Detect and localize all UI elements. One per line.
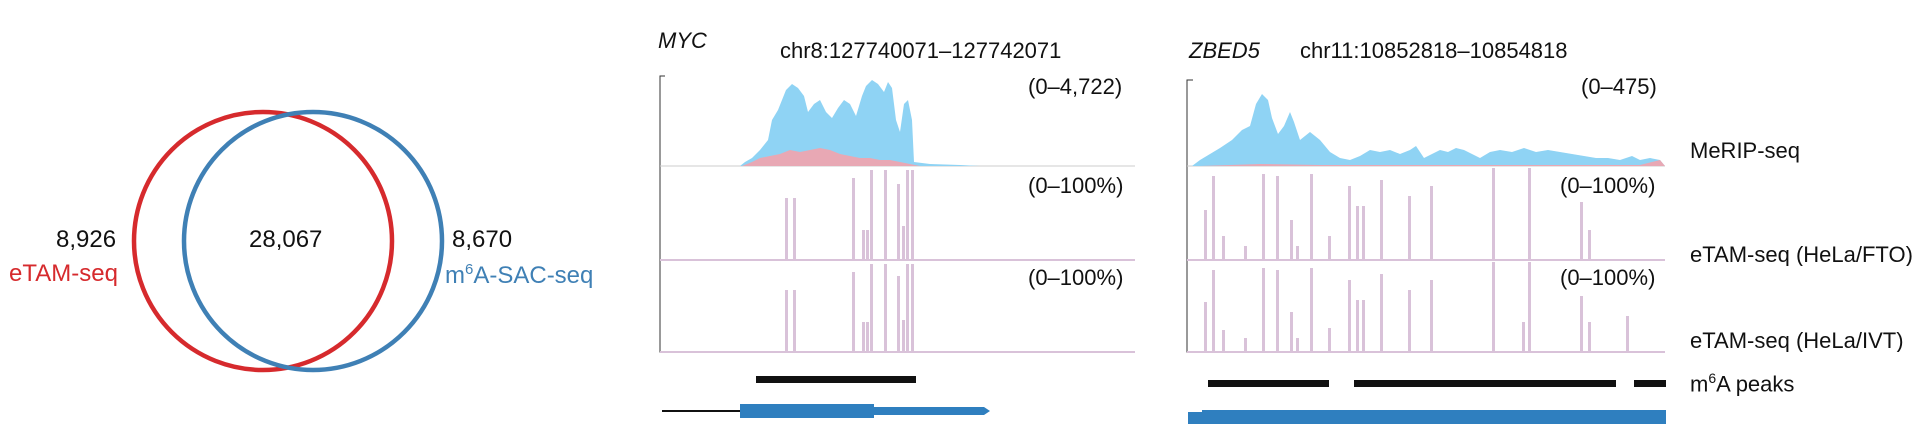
m6a-peak-zbed5-1	[1208, 380, 1329, 387]
merip-input-coverage-myc	[742, 148, 920, 166]
m6a-peak-zbed5-2	[1354, 380, 1616, 387]
m6a-peaks-superscript: 6	[1708, 370, 1717, 386]
track-label-m6a-peaks: m6A peaks	[1690, 371, 1794, 395]
range-merip-zbed5: (0–475)	[1581, 74, 1657, 99]
venn-right-count: 8,670	[452, 226, 513, 253]
venn-circle-etam	[131, 109, 395, 373]
venn-right-label-superscript: 6	[465, 261, 474, 278]
range-merip-myc: (0–4,722)	[1028, 74, 1123, 99]
m6a-peak-myc	[756, 376, 916, 383]
gene-model-myc	[662, 404, 990, 418]
merip-ip-coverage-myc	[740, 80, 980, 166]
etam-ivt-bars-myc	[785, 264, 914, 352]
venn-left-label: eTAM-seq	[9, 260, 118, 287]
coords-myc: chr8:127740071–127742071	[780, 38, 1062, 63]
track-label-etam-ivt: eTAM-seq (HeLa/IVT)	[1690, 330, 1904, 352]
coords-zbed5: chr11:10852818–10854818	[1300, 38, 1568, 63]
venn-right-label-prefix: m	[445, 262, 465, 289]
range-etam-fto-zbed5: (0–100%)	[1560, 173, 1656, 198]
m6a-peaks-prefix: m	[1690, 371, 1709, 397]
range-etam-ivt-zbed5: (0–100%)	[1560, 265, 1656, 290]
track-label-merip: MeRIP-seq	[1690, 138, 1801, 163]
venn-overlap-count: 28,067	[249, 226, 323, 253]
etam-ivt-bars-zbed5	[1204, 262, 1629, 352]
venn-right-label-suffix: A-SAC-seq	[473, 262, 594, 289]
m6a-peak-zbed5-3	[1634, 380, 1666, 387]
range-etam-fto-myc: (0–100%)	[1028, 173, 1124, 198]
track-label-etam-fto: eTAM-seq (HeLa/FTO)	[1690, 244, 1913, 266]
venn-right-label: m6A-SAC-seq	[445, 262, 593, 288]
gene-name-zbed5: ZBED5	[1189, 38, 1260, 63]
range-etam-ivt-myc: (0–100%)	[1028, 265, 1124, 290]
m6a-peaks-suffix: A peaks	[1716, 371, 1795, 397]
merip-ip-coverage-zbed5	[1192, 94, 1665, 166]
merip-input-coverage-zbed5	[1200, 160, 1665, 166]
venn-circle-m6a-sac	[181, 109, 445, 373]
venn-left-count: 8,926	[56, 226, 117, 253]
etam-fto-bars-zbed5	[1204, 168, 1591, 260]
etam-fto-bars-myc	[785, 170, 914, 260]
gene-model-zbed5	[1188, 410, 1666, 424]
gene-name-myc: MYC	[658, 28, 707, 53]
